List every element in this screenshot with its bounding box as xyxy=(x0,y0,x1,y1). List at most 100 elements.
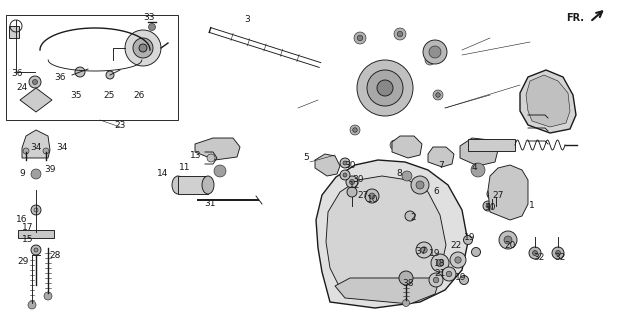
Circle shape xyxy=(431,254,449,272)
Circle shape xyxy=(357,35,363,41)
Circle shape xyxy=(125,30,161,66)
Text: 7: 7 xyxy=(438,161,444,170)
Text: 30: 30 xyxy=(352,175,364,185)
Circle shape xyxy=(429,46,441,58)
Text: 8: 8 xyxy=(396,170,402,179)
Circle shape xyxy=(354,32,366,44)
Circle shape xyxy=(486,204,490,208)
Ellipse shape xyxy=(172,176,184,194)
Text: 36: 36 xyxy=(54,74,66,83)
Circle shape xyxy=(340,158,350,168)
Circle shape xyxy=(423,40,447,64)
Text: 22: 22 xyxy=(451,241,462,250)
Text: 21: 21 xyxy=(435,269,446,278)
Text: 19: 19 xyxy=(464,234,476,243)
Circle shape xyxy=(397,31,403,37)
Text: 32: 32 xyxy=(554,253,566,262)
Bar xyxy=(6,15,178,120)
Polygon shape xyxy=(335,278,440,304)
Circle shape xyxy=(75,67,85,77)
Circle shape xyxy=(487,189,497,199)
Circle shape xyxy=(369,193,375,199)
Text: 29: 29 xyxy=(17,258,28,267)
Circle shape xyxy=(377,80,393,96)
Circle shape xyxy=(392,143,397,147)
Text: 14: 14 xyxy=(157,169,169,178)
Circle shape xyxy=(416,181,424,189)
Text: 24: 24 xyxy=(16,84,28,92)
Polygon shape xyxy=(316,160,468,308)
Circle shape xyxy=(416,242,432,258)
Text: 38: 38 xyxy=(402,278,413,287)
Polygon shape xyxy=(195,138,240,160)
Circle shape xyxy=(425,55,435,65)
Circle shape xyxy=(347,187,357,197)
Circle shape xyxy=(207,154,215,162)
Text: 5: 5 xyxy=(303,153,309,162)
Circle shape xyxy=(43,148,49,154)
Bar xyxy=(178,176,208,194)
Polygon shape xyxy=(488,165,528,220)
Circle shape xyxy=(31,169,41,179)
Circle shape xyxy=(429,273,443,287)
Circle shape xyxy=(421,247,427,253)
Circle shape xyxy=(471,163,485,177)
Text: 36: 36 xyxy=(11,68,23,77)
Bar xyxy=(9,26,19,38)
Text: 37: 37 xyxy=(415,246,426,255)
Circle shape xyxy=(133,38,153,58)
Circle shape xyxy=(464,236,472,244)
Text: 6: 6 xyxy=(433,188,439,196)
Text: 4: 4 xyxy=(471,164,477,172)
Text: 12: 12 xyxy=(349,180,361,189)
Text: 3: 3 xyxy=(244,15,250,25)
Text: 39: 39 xyxy=(44,165,56,174)
Text: 16: 16 xyxy=(16,215,28,225)
Circle shape xyxy=(504,236,512,244)
Polygon shape xyxy=(326,176,446,298)
Text: 34: 34 xyxy=(30,143,41,153)
Text: 1: 1 xyxy=(529,201,535,210)
Circle shape xyxy=(499,231,517,249)
Circle shape xyxy=(44,292,52,300)
Circle shape xyxy=(552,247,564,259)
Text: 32: 32 xyxy=(534,253,545,262)
Circle shape xyxy=(446,271,452,277)
Polygon shape xyxy=(315,154,340,176)
Circle shape xyxy=(343,173,347,177)
Circle shape xyxy=(340,170,350,180)
Text: 33: 33 xyxy=(143,13,155,22)
Text: 11: 11 xyxy=(180,163,191,172)
Text: 19: 19 xyxy=(455,274,467,283)
Bar xyxy=(18,230,54,238)
Circle shape xyxy=(402,171,412,181)
Circle shape xyxy=(357,60,413,116)
Text: 30: 30 xyxy=(344,161,356,170)
Circle shape xyxy=(405,211,415,221)
Text: 27: 27 xyxy=(492,191,504,201)
Circle shape xyxy=(491,204,495,208)
Circle shape xyxy=(367,70,403,106)
Circle shape xyxy=(433,90,443,100)
Circle shape xyxy=(23,148,29,154)
Circle shape xyxy=(34,248,38,252)
Text: 27: 27 xyxy=(357,190,369,199)
Circle shape xyxy=(402,300,410,307)
Text: 13: 13 xyxy=(190,150,202,159)
Text: 18: 18 xyxy=(435,260,446,268)
Circle shape xyxy=(29,76,41,88)
Text: 31: 31 xyxy=(204,198,216,207)
Circle shape xyxy=(31,245,41,255)
Text: 35: 35 xyxy=(70,92,82,100)
Text: 19: 19 xyxy=(429,249,441,258)
Circle shape xyxy=(411,176,429,194)
Circle shape xyxy=(31,205,41,215)
Circle shape xyxy=(459,276,469,284)
Circle shape xyxy=(350,180,355,185)
Text: 28: 28 xyxy=(50,251,61,260)
Circle shape xyxy=(472,247,480,257)
Text: 2: 2 xyxy=(410,213,416,222)
Circle shape xyxy=(28,301,36,309)
Polygon shape xyxy=(392,136,422,158)
Circle shape xyxy=(350,125,360,135)
